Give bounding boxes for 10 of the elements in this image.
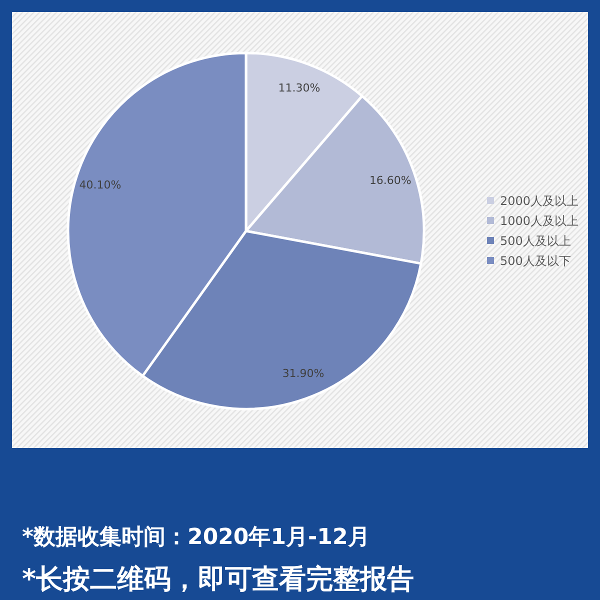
data-label: 31.90% — [282, 366, 324, 380]
data-label: 11.30% — [278, 81, 320, 94]
data-label: 16.60% — [369, 174, 412, 188]
legend-label: 2000人及以上 — [500, 194, 579, 208]
data-label: 40.10% — [79, 178, 122, 192]
legend-label: 500人及以下 — [500, 254, 571, 268]
text: *数据收集时间：2020年1月-12月 — [22, 525, 370, 550]
legend-label: 1000人及以上 — [500, 214, 579, 228]
text: *长按二维码，即可查看完整报告 — [22, 564, 414, 595]
legend-label: 500人及以上 — [500, 234, 571, 248]
